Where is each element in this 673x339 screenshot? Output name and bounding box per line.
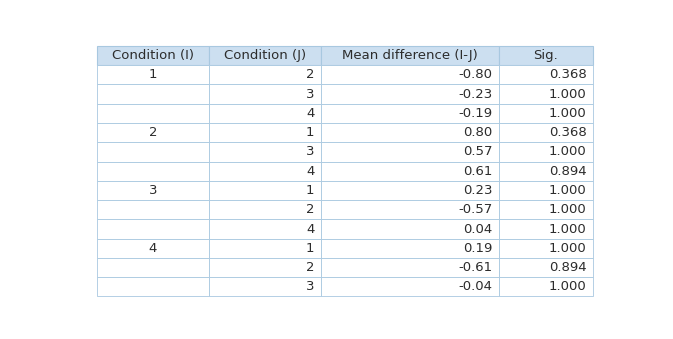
Bar	[499, 277, 593, 297]
Text: 1.000: 1.000	[548, 280, 586, 293]
Text: 4: 4	[306, 165, 314, 178]
Bar	[97, 84, 209, 104]
Text: 1.000: 1.000	[548, 87, 586, 101]
Bar	[209, 123, 321, 142]
Bar	[209, 65, 321, 84]
Text: 1: 1	[306, 126, 314, 139]
Text: 1: 1	[149, 68, 157, 81]
Text: Condition (J): Condition (J)	[224, 49, 306, 62]
Bar	[209, 46, 321, 65]
Bar	[499, 181, 593, 200]
Text: -0.19: -0.19	[458, 107, 493, 120]
Text: 0.368: 0.368	[548, 126, 586, 139]
Bar	[321, 181, 499, 200]
Bar	[97, 162, 209, 181]
Text: 2: 2	[306, 68, 314, 81]
Bar	[209, 239, 321, 258]
Bar	[499, 123, 593, 142]
Text: -0.61: -0.61	[458, 261, 493, 274]
Text: 4: 4	[306, 107, 314, 120]
Text: 1: 1	[306, 184, 314, 197]
Bar	[321, 239, 499, 258]
Text: -0.04: -0.04	[459, 280, 493, 293]
Bar	[499, 65, 593, 84]
Bar	[209, 200, 321, 219]
Text: 1.000: 1.000	[548, 242, 586, 255]
Bar	[499, 239, 593, 258]
Text: 3: 3	[149, 184, 157, 197]
Bar	[499, 46, 593, 65]
Bar	[97, 123, 209, 142]
Text: Condition (I): Condition (I)	[112, 49, 194, 62]
Text: 1.000: 1.000	[548, 107, 586, 120]
Text: 1.000: 1.000	[548, 222, 586, 236]
Bar	[499, 162, 593, 181]
Text: 2: 2	[306, 261, 314, 274]
Text: 0.23: 0.23	[463, 184, 493, 197]
Text: 0.80: 0.80	[464, 126, 493, 139]
Bar	[209, 258, 321, 277]
Bar	[97, 181, 209, 200]
Bar	[209, 142, 321, 162]
Text: 3: 3	[306, 87, 314, 101]
Bar	[321, 104, 499, 123]
Bar	[321, 258, 499, 277]
Text: 1.000: 1.000	[548, 145, 586, 158]
Text: 3: 3	[306, 145, 314, 158]
Bar	[97, 65, 209, 84]
Bar	[321, 277, 499, 297]
Bar	[321, 219, 499, 239]
Text: 0.894: 0.894	[548, 165, 586, 178]
Bar	[321, 84, 499, 104]
Text: 0.368: 0.368	[548, 68, 586, 81]
Bar	[97, 104, 209, 123]
Text: 2: 2	[306, 203, 314, 216]
Text: 4: 4	[149, 242, 157, 255]
Bar	[209, 104, 321, 123]
Bar	[209, 181, 321, 200]
Text: 4: 4	[306, 222, 314, 236]
Bar	[499, 84, 593, 104]
Bar	[321, 200, 499, 219]
Bar	[209, 162, 321, 181]
Text: 3: 3	[306, 280, 314, 293]
Text: -0.57: -0.57	[458, 203, 493, 216]
Bar	[209, 277, 321, 297]
Bar	[321, 46, 499, 65]
Bar	[97, 239, 209, 258]
Bar	[499, 200, 593, 219]
Bar	[499, 219, 593, 239]
Text: 1.000: 1.000	[548, 184, 586, 197]
Bar	[97, 258, 209, 277]
Text: 1.000: 1.000	[548, 203, 586, 216]
Text: 0.61: 0.61	[464, 165, 493, 178]
Bar	[97, 219, 209, 239]
Bar	[209, 84, 321, 104]
Text: Mean difference (I-J): Mean difference (I-J)	[342, 49, 478, 62]
Bar	[321, 162, 499, 181]
Bar	[97, 277, 209, 297]
Text: 2: 2	[149, 126, 157, 139]
Bar	[209, 219, 321, 239]
Bar	[321, 142, 499, 162]
Bar	[499, 104, 593, 123]
Text: 0.894: 0.894	[548, 261, 586, 274]
Text: Sig.: Sig.	[534, 49, 558, 62]
Text: 1: 1	[306, 242, 314, 255]
Text: -0.23: -0.23	[458, 87, 493, 101]
Text: -0.80: -0.80	[459, 68, 493, 81]
Bar	[97, 142, 209, 162]
Bar	[97, 200, 209, 219]
Bar	[321, 123, 499, 142]
Text: 0.57: 0.57	[463, 145, 493, 158]
Bar	[499, 142, 593, 162]
Bar	[499, 258, 593, 277]
Text: 0.19: 0.19	[464, 242, 493, 255]
Bar	[321, 65, 499, 84]
Bar	[97, 46, 209, 65]
Text: 0.04: 0.04	[464, 222, 493, 236]
